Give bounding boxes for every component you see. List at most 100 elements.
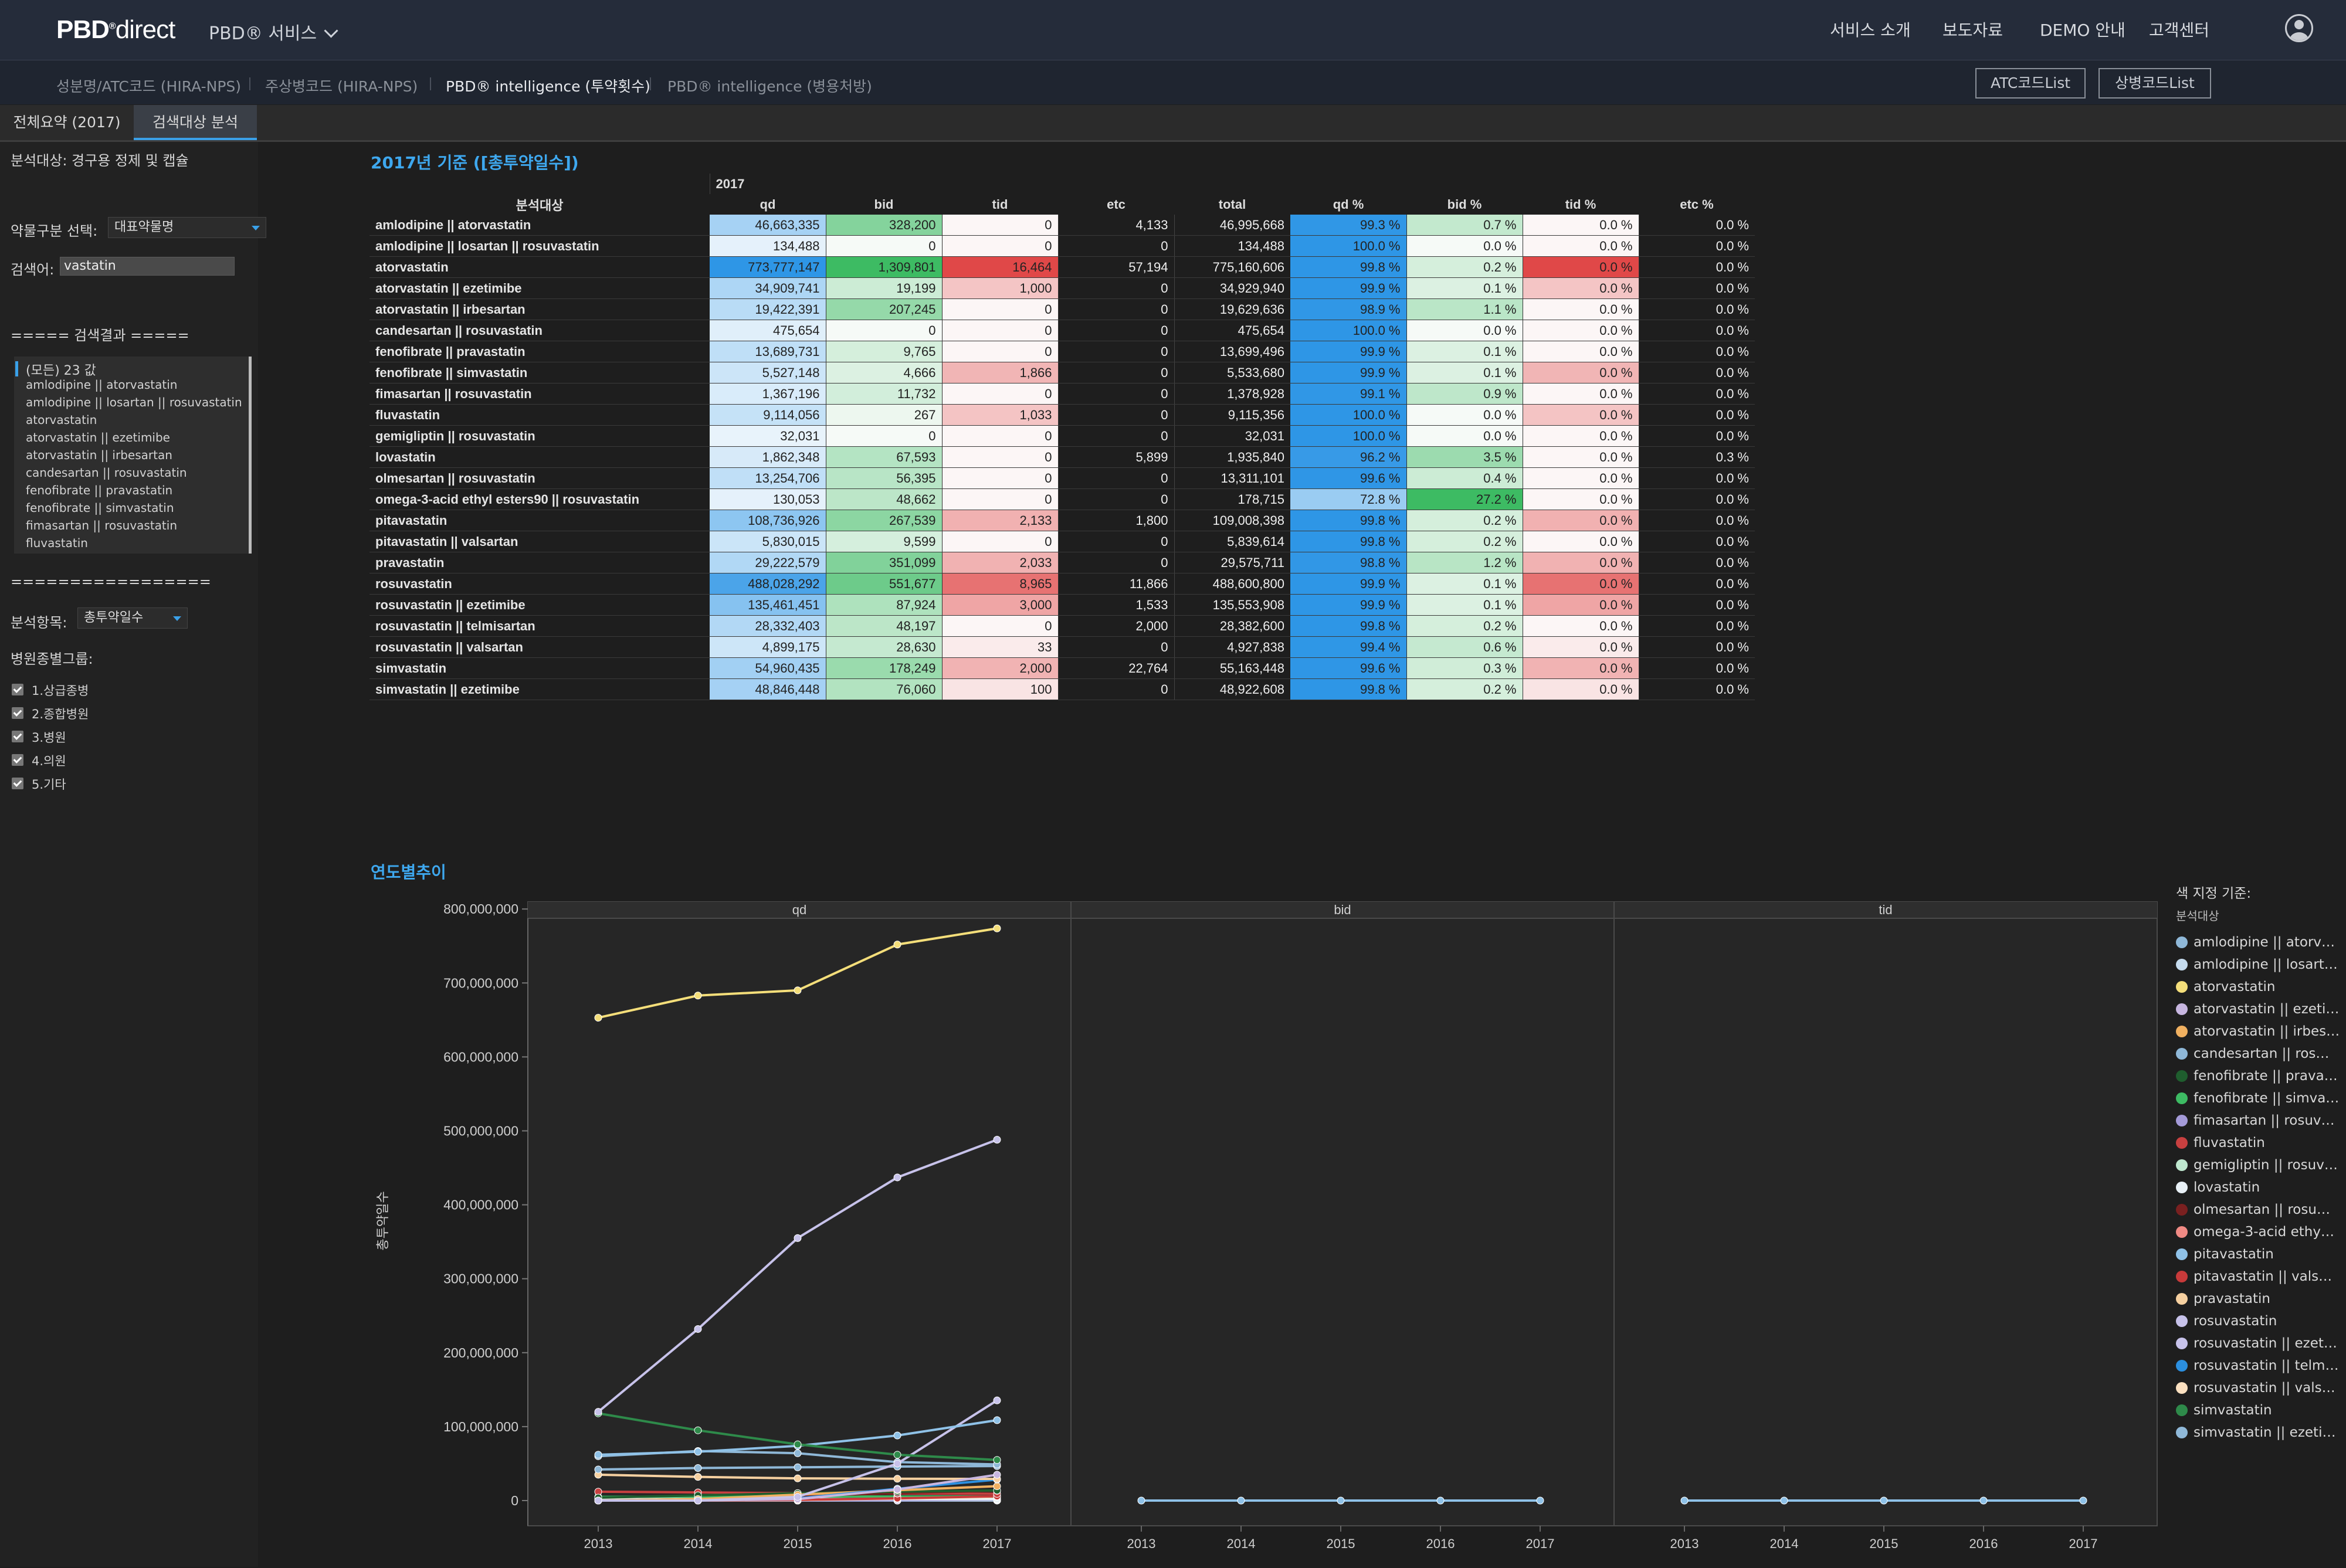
legend-item[interactable]: pravastatin <box>2176 1291 2270 1306</box>
legend-item[interactable]: pitavastatin <box>2176 1247 2274 1262</box>
list-item[interactable]: fenofibrate || pravastatin <box>26 483 173 497</box>
legend-item[interactable]: rosuvastatin || ezet… <box>2176 1336 2337 1351</box>
atc-code-list-button[interactable]: ATC코드List <box>1975 68 2086 99</box>
series-point <box>594 1408 602 1416</box>
hospital-group-checkbox[interactable] <box>12 778 23 789</box>
cell-bidp: 0.3 % <box>1406 657 1523 679</box>
table-row[interactable]: atorvastatin 773,777,147 1,309,801 16,464 57… <box>369 256 1755 278</box>
legend-item[interactable]: candesartan || ros… <box>2176 1046 2329 1061</box>
legend-item[interactable]: amlodipine || losart… <box>2176 957 2338 972</box>
cell-qd: 54,960,435 <box>710 657 826 679</box>
column-header: etc % <box>1680 196 1714 212</box>
nav-customer-center[interactable]: 고객센터 <box>2149 21 2210 40</box>
x-tick-label: 2014 <box>684 1536 713 1551</box>
legend-title: 색 지정 기준: <box>2176 886 2252 901</box>
legend-item[interactable]: fluvastatin <box>2176 1135 2265 1150</box>
legend-item[interactable]: fenofibrate || simva… <box>2176 1091 2339 1106</box>
list-item[interactable]: candesartan || rosuvastatin <box>26 466 187 480</box>
series-point <box>1137 1496 1145 1505</box>
table-row[interactable]: rosuvastatin || ezetimibe 135,461,451 87,9… <box>369 594 1755 616</box>
subnav-pbd-intelligence-combination[interactable]: PBD® intelligence (병용처방) <box>667 78 872 95</box>
table-row[interactable]: pravastatin 29,222,579 351,099 2,033 0 29,575… <box>369 552 1755 573</box>
table-row[interactable]: olmesartan || rosuvastatin 13,254,706 56,3… <box>369 467 1755 489</box>
legend-item[interactable]: simvastatin || ezeti… <box>2176 1425 2335 1440</box>
nav-demo-guide[interactable]: DEMO 안내 <box>2040 21 2125 40</box>
drug-class-select[interactable]: 대표약물명 <box>108 217 266 238</box>
cell-etc: 0 <box>1057 362 1174 383</box>
legend-item[interactable]: pitavastatin || vals… <box>2176 1269 2332 1284</box>
nav-press-release[interactable]: 보도자료 <box>1942 21 2003 40</box>
legend-item[interactable]: simvastatin <box>2176 1403 2272 1418</box>
user-account-icon[interactable] <box>2285 14 2313 42</box>
tab-search-target-analysis[interactable]: 검색대상 분석 <box>134 105 257 140</box>
disease-code-list-button[interactable]: 상병코드List <box>2098 68 2211 99</box>
table-row[interactable]: amlodipine || losartan || rosuvastatin 13… <box>369 235 1755 257</box>
cell-qd: 13,254,706 <box>710 467 826 489</box>
table-row[interactable]: simvastatin || ezetimibe 48,846,448 76,060… <box>369 678 1755 700</box>
list-item[interactable]: fimasartan || rosuvastatin <box>26 518 177 532</box>
table-row[interactable]: fimasartan || rosuvastatin 1,367,196 11,73… <box>369 383 1755 405</box>
table-row[interactable]: rosuvastatin || telmisartan 28,332,403 48,… <box>369 615 1755 637</box>
legend-item[interactable]: amlodipine || atorv… <box>2176 935 2335 950</box>
series-point <box>893 1173 901 1182</box>
cell-qd: 48,846,448 <box>710 678 826 700</box>
table-row[interactable]: pitavastatin || valsartan 5,830,015 9,599 0… <box>369 531 1755 552</box>
legend-item[interactable]: atorvastatin <box>2176 979 2275 995</box>
cell-tidp: 0.0 % <box>1523 425 1639 447</box>
legend-item[interactable]: rosuvastatin || vals… <box>2176 1380 2335 1396</box>
table-row[interactable]: simvastatin 54,960,435 178,249 2,000 22,764 5… <box>369 657 1755 679</box>
cell-etcp: 0.0 % <box>1638 341 1755 362</box>
table-row[interactable]: candesartan || rosuvastatin 475,654 0 0 0 475… <box>369 320 1755 341</box>
x-tick-label: 2013 <box>1670 1536 1699 1551</box>
table-row[interactable]: omega-3-acid ethyl esters90 || rosuvasta… <box>369 488 1755 510</box>
row-drug-name: fenofibrate || simvastatin <box>369 362 710 383</box>
search-result-list[interactable]: (모든) 23 값 amlodipine || atorvastatin aml… <box>14 357 252 554</box>
legend-item[interactable]: fenofibrate || prava… <box>2176 1068 2338 1084</box>
subnav-main-disease-code[interactable]: 주상병코드 (HIRA-NPS) <box>265 78 418 95</box>
table-row[interactable]: amlodipine || atorvastatin 46,663,335 328,… <box>369 215 1755 236</box>
table-row[interactable]: fluvastatin 9,114,056 267 1,033 0 9,115,356 10… <box>369 404 1755 426</box>
hospital-group-checkbox[interactable] <box>12 684 23 695</box>
list-item[interactable]: atorvastatin <box>26 413 97 427</box>
list-item[interactable]: amlodipine || atorvastatin <box>26 378 178 392</box>
subnav-ingredient-atc[interactable]: 성분명/ATC코드 (HIRA-NPS) <box>56 78 242 95</box>
list-item[interactable]: fluvastatin <box>26 536 88 550</box>
service-menu-dropdown[interactable]: PBD® 서비스 <box>209 19 338 45</box>
legend-item[interactable]: rosuvastatin <box>2176 1314 2277 1329</box>
legend-item[interactable]: gemigliptin || rosuv… <box>2176 1158 2338 1173</box>
list-item[interactable]: amlodipine || losartan || rosuvastatin <box>26 395 242 409</box>
legend-item[interactable]: atorvastatin || irbes… <box>2176 1024 2340 1039</box>
subnav-pbd-intelligence-dosing[interactable]: PBD® intelligence (투약횟수) <box>446 78 650 95</box>
hospital-group-checkbox[interactable] <box>12 707 23 719</box>
legend-item[interactable]: omega-3-acid ethy… <box>2176 1224 2334 1240</box>
search-input[interactable]: vastatin <box>60 257 235 276</box>
legend-item[interactable]: lovastatin <box>2176 1180 2260 1195</box>
table-row[interactable]: fenofibrate || pravastatin 13,689,731 9,76… <box>369 341 1755 362</box>
table-row[interactable]: atorvastatin || ezetimibe 34,909,741 19,19… <box>369 277 1755 299</box>
cell-tid: 33 <box>942 636 1059 658</box>
list-item[interactable]: fenofibrate || simvastatin <box>26 501 174 515</box>
metric-select[interactable]: 총투약일수 <box>77 607 188 629</box>
legend-item[interactable]: olmesartan || rosu… <box>2176 1202 2330 1217</box>
nav-service-intro[interactable]: 서비스 소개 <box>1830 21 1911 40</box>
legend-item[interactable]: rosuvastatin || telm… <box>2176 1358 2338 1373</box>
list-item[interactable]: atorvastatin || ezetimibe <box>26 430 170 444</box>
hospital-group-checkbox[interactable] <box>12 731 23 742</box>
legend-swatch <box>2176 1182 2188 1193</box>
table-row[interactable]: lovastatin 1,862,348 67,593 0 5,899 1,935,840… <box>369 446 1755 468</box>
hospital-group-checkbox[interactable] <box>12 754 23 766</box>
cell-etcp: 0.0 % <box>1638 320 1755 341</box>
table-row[interactable]: pitavastatin 108,736,926 267,539 2,133 1,800… <box>369 510 1755 531</box>
list-item-all[interactable]: (모든) 23 값 <box>26 364 96 378</box>
table-row[interactable]: rosuvastatin 488,028,292 551,677 8,965 11,86… <box>369 573 1755 595</box>
list-item[interactable]: atorvastatin || irbesartan <box>26 448 172 462</box>
legend-item[interactable]: fimasartan || rosuv… <box>2176 1113 2335 1128</box>
cell-etcp: 0.0 % <box>1638 383 1755 405</box>
table-row[interactable]: rosuvastatin || valsartan 4,899,175 28,630… <box>369 636 1755 658</box>
tab-overall-summary[interactable]: 전체요약 (2017) <box>13 114 121 131</box>
legend-item[interactable]: atorvastatin || ezeti… <box>2176 1002 2339 1017</box>
table-row[interactable]: gemigliptin || rosuvastatin 32,031 0 0 0 32,0… <box>369 425 1755 447</box>
table-row[interactable]: fenofibrate || simvastatin 5,527,148 4,666… <box>369 362 1755 383</box>
table-row[interactable]: atorvastatin || irbesartan 19,422,391 207,… <box>369 298 1755 320</box>
pbd-direct-logo[interactable]: PBD®direct <box>56 15 175 45</box>
